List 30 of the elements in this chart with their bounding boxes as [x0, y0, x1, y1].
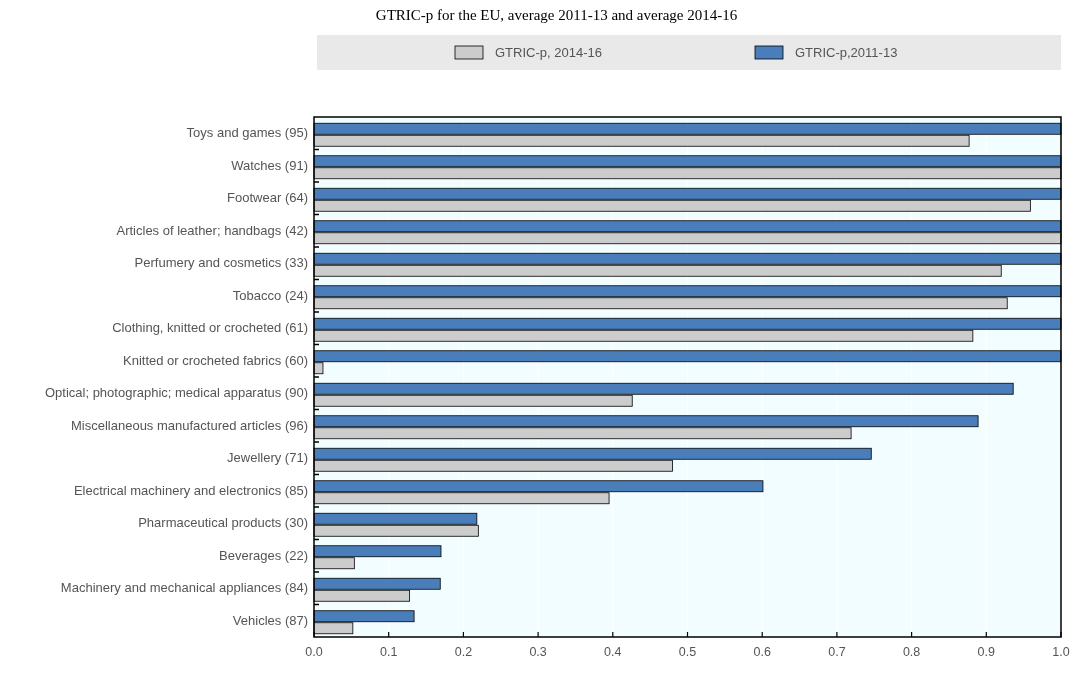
- x-tick-label: 0.1: [380, 645, 398, 659]
- chart-title: GTRIC-p for the EU, average 2011-13 and average 2014-16: [375, 7, 738, 23]
- x-tick-label: 0.5: [678, 645, 697, 659]
- y-tick-label: Tobacco (24): [232, 287, 308, 303]
- y-tick-label: Articles of leather; handbags (42): [116, 222, 308, 238]
- y-tick-label: Knitted or crocheted fabrics (60): [123, 352, 308, 368]
- y-tick-label: Optical; photographic; medical apparatus (90): [44, 385, 308, 401]
- y-tick-label: Vehicles (87): [232, 612, 308, 628]
- x-tick-label: 0.8: [902, 645, 921, 659]
- y-tick-label: Machinery and mechanical appliances (84): [60, 580, 308, 596]
- x-tick-label: 0.4: [604, 645, 622, 659]
- y-tick-label: Toys and games (95): [186, 125, 308, 141]
- y-tick-label: Jewellery (71): [227, 450, 308, 466]
- y-tick-label: Beverages (22): [219, 547, 308, 563]
- y-tick-label: Electrical machinery and electronics (85): [73, 482, 308, 498]
- y-tick-label: Watches (91): [231, 157, 308, 173]
- y-tick-label: Pharmaceutical products (30): [138, 515, 308, 531]
- x-tick-label: 0.3: [529, 645, 547, 659]
- x-tick-label: 0.0: [305, 645, 323, 659]
- y-tick-label: Perfumery and cosmetics (33): [134, 255, 308, 271]
- x-tick-label: 0.7: [828, 645, 846, 659]
- x-tick-label: 0.9: [977, 645, 996, 659]
- y-tick-label: Clothing, knitted or crocheted (61): [112, 320, 308, 336]
- legend-label: GTRIC-p, 2014-16: [495, 45, 602, 60]
- x-tick-label: 0.6: [753, 645, 771, 659]
- legend-label: GTRIC-p,2011-13: [795, 45, 898, 60]
- y-tick-label: Miscellaneous manufactured articles (96): [71, 417, 308, 433]
- x-tick-label: 0.2: [454, 645, 473, 659]
- x-tick-label: 1.0: [1052, 645, 1070, 659]
- y-tick-label: Footwear (64): [227, 190, 308, 206]
